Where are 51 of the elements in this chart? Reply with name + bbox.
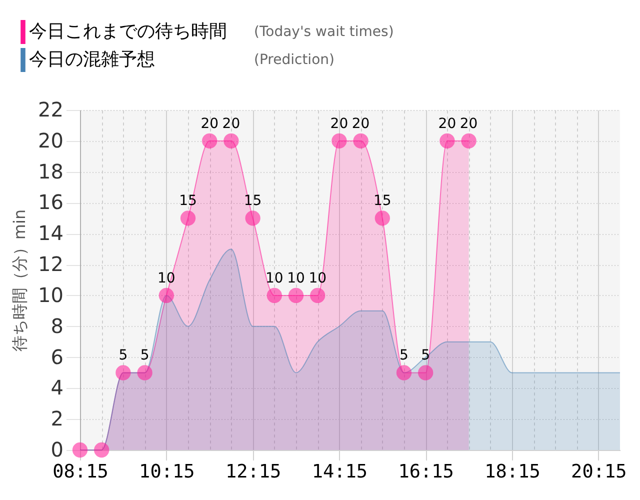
data-label: 5 [400,348,408,364]
data-label: 20 [438,116,456,132]
data-label: 5 [118,348,128,364]
x-tick-label: 18:15 [484,462,540,482]
text: (Prediction) [254,52,334,68]
data-label: 15 [179,193,197,210]
y-tick-label: 14 [38,221,64,246]
data-label: 10 [308,270,327,286]
y-tick-label: 4 [50,376,64,400]
legend-label: 今日これまでの待ち時間 [29,21,227,42]
data-label: 10 [265,270,284,286]
point [137,365,152,380]
legend-label: 今日の混雑予想 [29,49,155,70]
data-label: 15 [373,193,392,210]
x-tick-label: 10:15 [139,462,195,482]
x-tick-label: 20:15 [571,462,627,482]
data-label: 15 [244,193,262,210]
y-tick-label: 2 [50,406,64,431]
y-tick-label: 8 [50,314,64,338]
y-tick-label: 22 [38,98,64,122]
text: (Today's wait times) [254,24,394,40]
point [180,210,196,226]
data-label: 20 [200,116,219,132]
x-tick-label: 08:15 [52,462,108,482]
data-label: 10 [287,270,305,286]
data-label: 20 [352,116,370,132]
data-label: 20 [460,116,478,132]
point [224,133,239,148]
point [461,133,476,148]
y-tick-label: 0 [50,438,64,462]
point [353,133,368,148]
x-tick-label: 12:15 [225,462,282,482]
data-label: 5 [421,348,430,364]
data-label: 20 [222,116,240,132]
x-tick-label: 16:15 [398,462,454,482]
y-axis-title: 待ち時間（分）min [10,209,30,352]
y-tick-label: 20 [38,128,64,152]
point [418,365,434,380]
y-tick-label: 10 [38,282,64,307]
data-label: 10 [157,270,176,286]
x-tick-label: 14:15 [312,462,368,482]
y-tick-label: 12 [38,252,64,276]
point [158,288,174,304]
point [310,288,326,304]
point [374,210,390,226]
data-label: 5 [140,348,150,364]
y-tick-label: 18 [38,159,64,184]
point [245,210,260,226]
y-tick-label: 6 [50,344,64,369]
y-tick-label: 16 [38,190,64,214]
data-label: 20 [330,116,348,132]
